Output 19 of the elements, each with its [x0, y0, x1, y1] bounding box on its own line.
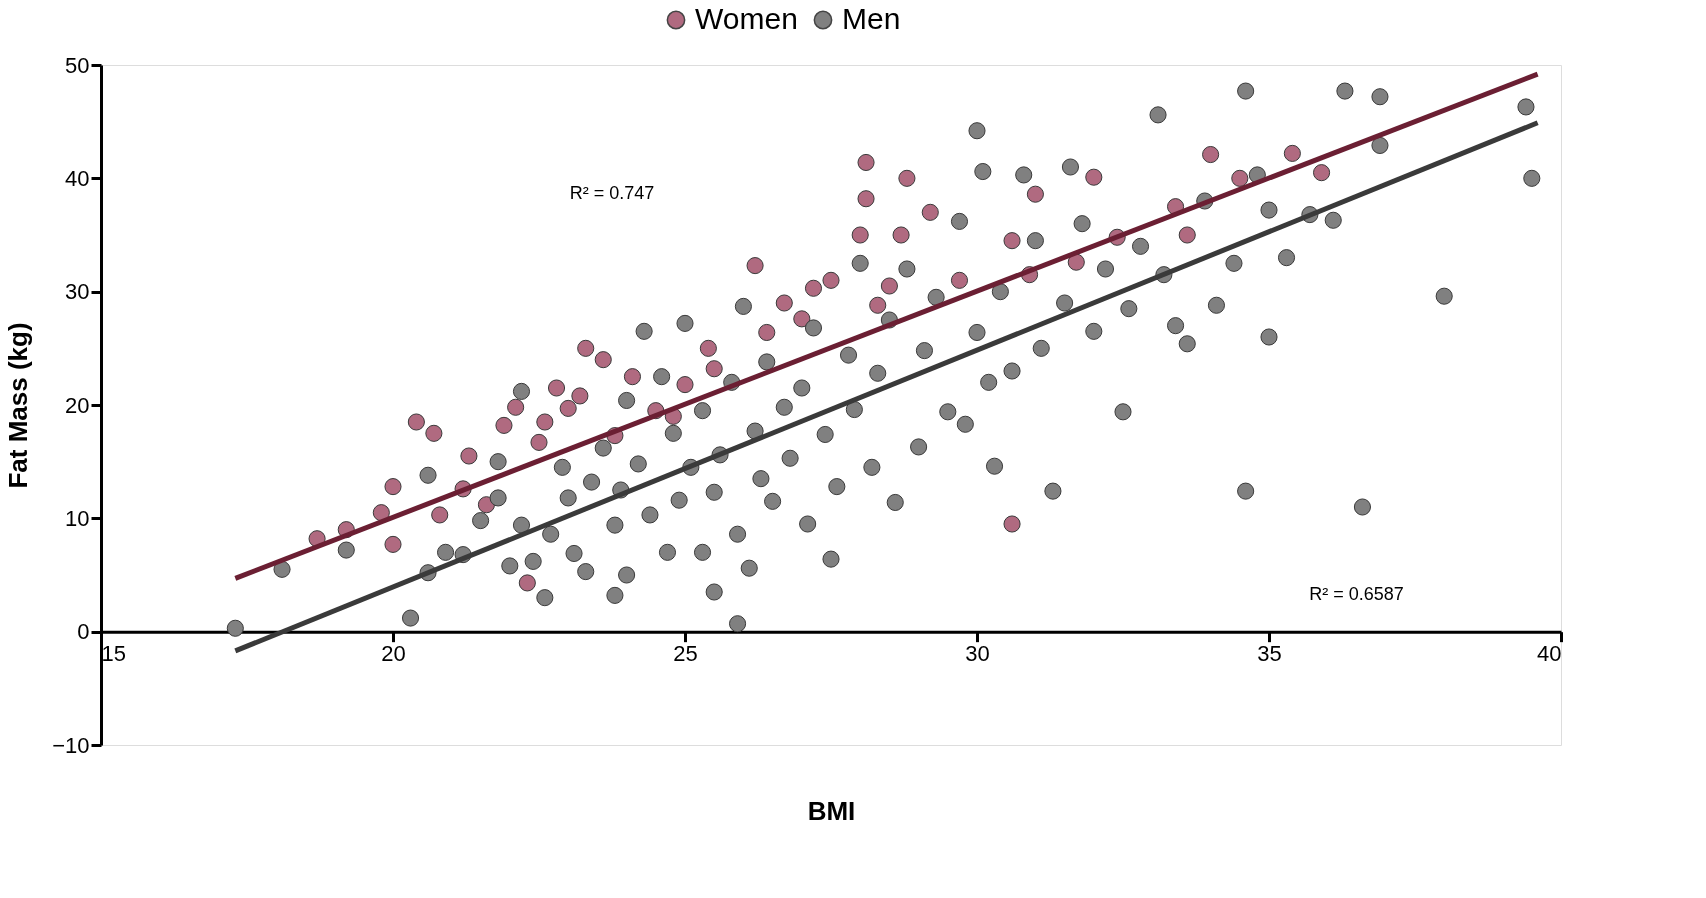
- annotation: R² = 0.6587: [1309, 584, 1404, 605]
- y-axis-title: Fat Mass (kg): [3, 322, 34, 489]
- x-tick-label: 40: [1537, 641, 1562, 667]
- legend-label: Men: [842, 2, 901, 35]
- y-tick-label: 50: [65, 52, 90, 78]
- annotation: R² = 0.747: [569, 183, 655, 204]
- y-tick-label: 30: [65, 279, 90, 305]
- y-tick-label: 20: [65, 392, 90, 418]
- x-axis-title: BMI: [807, 795, 856, 826]
- y-tick-label: −10: [52, 732, 90, 758]
- y-tick-label: 40: [65, 165, 90, 191]
- x-tick-label: 20: [381, 641, 406, 667]
- x-tick-label: 15: [101, 641, 126, 667]
- x-tick-label: 35: [1257, 641, 1282, 667]
- x-tick-label: 30: [965, 641, 990, 667]
- y-tick-label: 0: [77, 619, 90, 645]
- legend-label: Women: [695, 2, 798, 35]
- y-tick-label: 10: [65, 505, 90, 531]
- x-tick-label: 25: [673, 641, 698, 667]
